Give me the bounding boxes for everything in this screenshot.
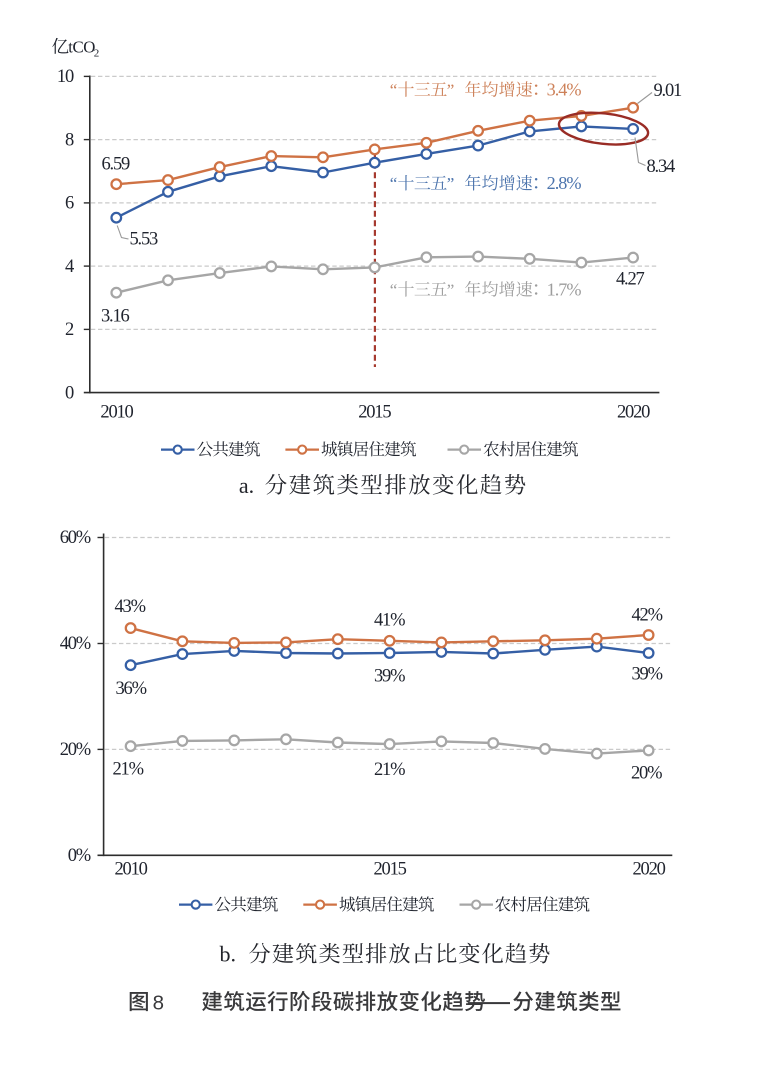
svg-text:4: 4	[65, 257, 74, 277]
svg-text:39%: 39%	[632, 665, 663, 685]
svg-text:0%: 0%	[68, 846, 91, 866]
svg-text:2010: 2010	[100, 403, 133, 423]
svg-text:8: 8	[153, 991, 164, 1014]
svg-text:21%: 21%	[374, 760, 405, 780]
svg-text:42%: 42%	[632, 606, 663, 626]
svg-text:41%: 41%	[374, 611, 405, 631]
svg-text:“: “	[390, 174, 398, 193]
svg-text:20%: 20%	[631, 764, 662, 784]
svg-text:2: 2	[94, 47, 100, 59]
svg-text:6.59: 6.59	[102, 155, 131, 175]
svg-text:4.27: 4.27	[616, 270, 645, 290]
svg-text:”: ”	[447, 174, 455, 193]
svg-text:3.16: 3.16	[101, 307, 130, 327]
svg-text:0: 0	[65, 383, 74, 403]
svg-text:2: 2	[65, 320, 74, 340]
svg-text:2020: 2020	[632, 860, 665, 880]
svg-text:“: “	[390, 280, 398, 299]
svg-text:”: ”	[447, 280, 455, 299]
svg-text:a.: a.	[239, 473, 254, 498]
svg-text:9.01: 9.01	[654, 81, 683, 101]
svg-text:“: “	[390, 81, 398, 100]
svg-text:2015: 2015	[373, 860, 406, 880]
svg-text:8.34: 8.34	[647, 157, 676, 177]
svg-text:43%: 43%	[115, 597, 146, 617]
svg-text:5.53: 5.53	[130, 229, 159, 249]
svg-text:tCO: tCO	[68, 38, 95, 57]
svg-text:10: 10	[57, 67, 74, 87]
svg-text:2015: 2015	[358, 403, 391, 423]
svg-text:2020: 2020	[617, 403, 650, 423]
svg-text:8: 8	[65, 130, 74, 150]
svg-text:20%: 20%	[60, 740, 91, 760]
svg-text:2.8%: 2.8%	[547, 173, 582, 193]
svg-text:”: ”	[447, 81, 455, 100]
svg-text:1.7%: 1.7%	[547, 279, 582, 299]
svg-text:60%: 60%	[60, 528, 91, 548]
svg-text:2010: 2010	[114, 860, 147, 880]
svg-text:b.: b.	[220, 942, 237, 967]
svg-text:6: 6	[65, 194, 74, 214]
svg-text:39%: 39%	[374, 667, 405, 687]
svg-text:3.4%: 3.4%	[547, 80, 582, 100]
svg-text:21%: 21%	[113, 760, 144, 780]
svg-text:40%: 40%	[60, 634, 91, 654]
svg-text:36%: 36%	[116, 679, 147, 699]
